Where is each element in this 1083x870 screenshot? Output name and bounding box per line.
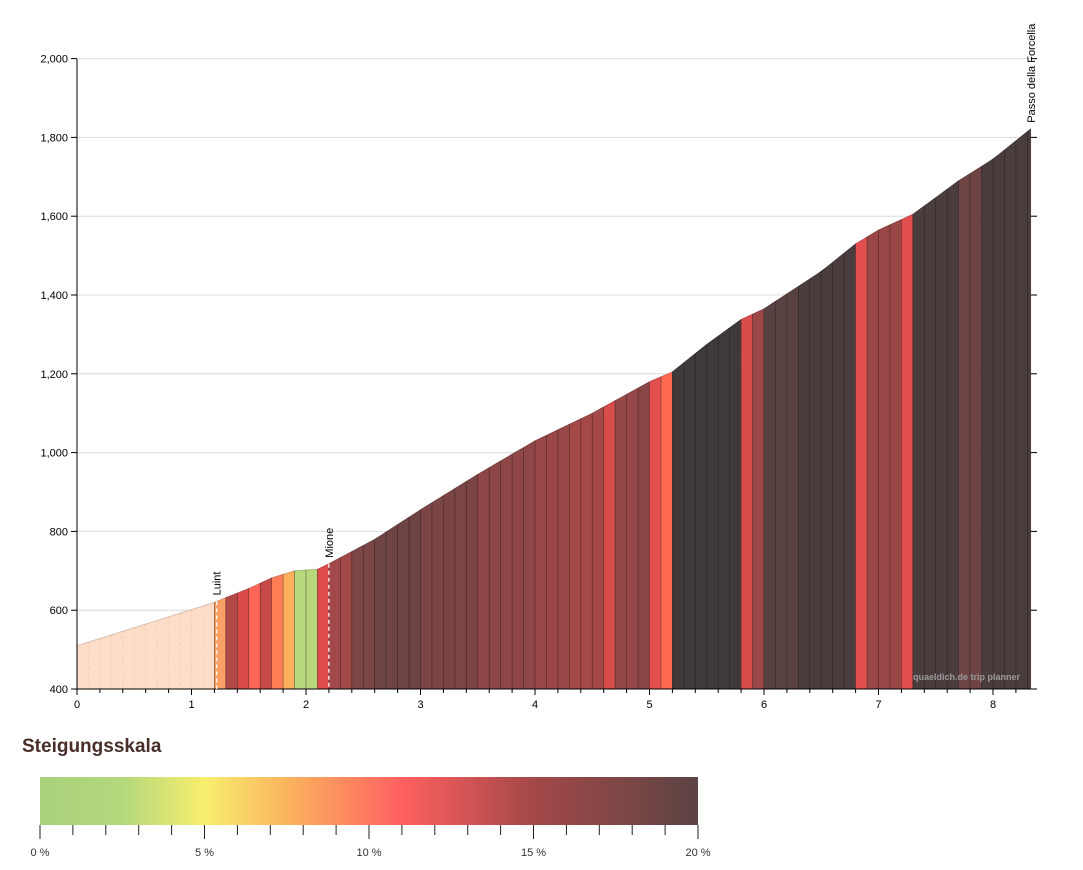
km-hatch-lines — [88, 131, 1028, 689]
watermark-text: quaeldich.de trip planner — [913, 672, 1021, 682]
x-tick-label: 7 — [875, 699, 881, 711]
gradient-segment — [569, 406, 604, 690]
gradient-segment — [637, 381, 650, 690]
y-tick-label: 2,000 — [40, 54, 68, 66]
x-tick-label: 5 — [646, 699, 652, 711]
y-tick-label: 1,000 — [40, 448, 68, 460]
y-tick-label: 1,800 — [40, 132, 68, 144]
gradient-segment — [798, 243, 856, 690]
waypoint-label: Mione — [324, 528, 336, 558]
gradient-segment — [534, 423, 570, 690]
gradient-segment — [225, 592, 238, 690]
x-tick-label: 6 — [761, 699, 767, 711]
elevation-profile-chart: 400 600 800 1,000 1,200 1,400 1,600 1,800 2,000 0… — [40, 23, 1038, 711]
waypoint-label: Luint — [212, 572, 224, 596]
gradient-segment — [282, 570, 295, 690]
y-tick-label: 400 — [50, 684, 68, 696]
legend-title: Steigungsskala — [22, 736, 162, 757]
gradient-segment — [603, 400, 616, 690]
gradient-segment — [477, 440, 536, 690]
gradient-segment — [866, 219, 902, 690]
gradient-segment — [660, 371, 673, 690]
gradient-segments — [76, 128, 1032, 690]
y-tick-label: 1,200 — [40, 369, 68, 381]
scale-label: 15 % — [521, 847, 546, 859]
x-tick-label: 8 — [990, 699, 996, 711]
gradient-segment — [420, 473, 479, 690]
gradient-scale-legend: 0 % 5 % 10 % 15 % 20 % — [31, 777, 711, 859]
scale-label: 10 % — [356, 847, 381, 859]
profile-outline — [76, 128, 1032, 647]
gradient-segment — [248, 582, 261, 690]
y-tick-label: 600 — [50, 605, 68, 617]
gradient-scale-bar — [40, 777, 698, 825]
axes: 400 600 800 1,000 1,200 1,400 1,600 1,800 2,000 0… — [40, 54, 1037, 711]
gradient-segment — [740, 313, 753, 690]
gradient-scale-labels: 0 % 5 % 10 % 15 % 20 % — [31, 847, 711, 859]
gradient-segment — [763, 285, 799, 690]
x-tick-label: 2 — [303, 699, 309, 711]
gradient-scale-ticks — [39, 825, 699, 839]
y-tick-label: 1,600 — [40, 211, 68, 223]
gradient-segment — [981, 128, 1032, 690]
profile-line — [76, 128, 1032, 647]
gradient-segment — [901, 213, 914, 690]
scale-label: 0 % — [31, 847, 50, 859]
waypoints: Luint Mione Passo della Forcella — [212, 23, 1038, 689]
gradient-segment — [649, 376, 662, 690]
gradient-segment — [259, 577, 272, 690]
y-tick-label: 800 — [50, 526, 68, 538]
scale-label: 5 % — [195, 847, 214, 859]
x-tick-label: 3 — [417, 699, 423, 711]
y-tick-label: 1,400 — [40, 290, 68, 302]
scale-label: 20 % — [685, 847, 710, 859]
gradient-segment — [855, 236, 868, 690]
x-tick-label: 4 — [532, 699, 538, 711]
waypoint-label: Passo della Forcella — [1026, 23, 1038, 123]
gradient-segment — [237, 588, 250, 690]
gradient-segment — [271, 573, 284, 690]
x-tick-label: 1 — [188, 699, 194, 711]
x-tick-label: 0 — [74, 699, 80, 711]
gradient-segment — [317, 563, 330, 690]
gradient-segment — [752, 308, 765, 690]
